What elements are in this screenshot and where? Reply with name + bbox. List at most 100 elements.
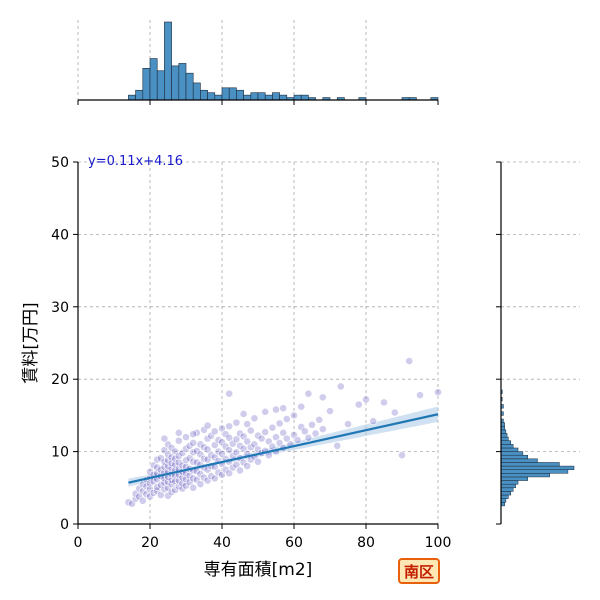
scatter-point: [308, 420, 316, 429]
top-hist-bar: [149, 58, 158, 101]
right-hist-bar: [500, 462, 560, 467]
scatter-point: [225, 389, 234, 398]
scatter-point: [405, 357, 414, 365]
scatter-points: [124, 357, 442, 508]
scatter-point: [390, 408, 399, 417]
scatter-point: [261, 407, 270, 416]
scatter-point: [243, 437, 252, 446]
scatter-point: [279, 404, 288, 413]
top-hist-bar: [236, 89, 244, 101]
y-axis-label: 賃料[万円]: [21, 302, 41, 383]
scatter-point: [203, 421, 212, 430]
y-tick-label: 10: [51, 445, 69, 461]
scatter-point: [225, 469, 234, 478]
main-grid: [78, 161, 439, 524]
right-hist-bar: [500, 476, 529, 481]
scatter-point: [189, 439, 198, 447]
y-tick-label: 20: [51, 372, 69, 388]
scatter-point: [304, 389, 313, 398]
y-ticks: 0 10 20 30 40 50: [51, 155, 78, 533]
scatter-point: [246, 426, 255, 435]
top-hist-bar: [250, 92, 259, 101]
right-hist-bar: [500, 433, 508, 438]
y-tick-label: 40: [51, 227, 69, 243]
top-hist-bar: [185, 72, 194, 101]
scatter-point: [210, 474, 219, 483]
scatter-point: [282, 415, 291, 423]
right-hist-bar: [500, 494, 509, 499]
x-axis-label: 専有面積[m2]: [204, 560, 313, 580]
top-marginal-ticks: [77, 100, 439, 105]
scatter-point: [416, 391, 424, 400]
scatter-point: [304, 433, 313, 442]
regression-equation-label: y=0.11x+4.16: [88, 154, 183, 169]
top-hist-bar: [214, 94, 223, 101]
right-hist-bar: [500, 469, 569, 474]
scatter-point: [336, 382, 345, 391]
scatter-point: [326, 407, 334, 415]
top-hist-bar: [128, 94, 136, 101]
scatter-point: [275, 419, 284, 428]
scatter-point: [232, 435, 241, 444]
scatter-point: [232, 418, 241, 427]
right-hist-bar: [500, 429, 507, 434]
scatter-point: [297, 402, 306, 411]
scatter-point: [398, 451, 406, 460]
top-hist-bar: [142, 68, 151, 101]
top-marginal-histogram: [128, 21, 439, 101]
scatter-point: [182, 433, 190, 442]
scatter-point: [318, 425, 327, 434]
scatter-point: [189, 430, 198, 439]
right-hist-bar: [500, 440, 511, 445]
right-hist-bar: [500, 447, 519, 452]
scatter-point: [239, 410, 248, 418]
scatter-point: [362, 395, 370, 404]
scatter-point: [218, 424, 226, 433]
right-hist-bar: [500, 487, 514, 492]
y-tick-label: 50: [51, 155, 69, 171]
right-marginal-grid: [501, 161, 580, 453]
top-hist-bar: [272, 92, 280, 101]
top-hist-bar: [171, 65, 180, 101]
top-hist-bar: [156, 70, 165, 101]
right-hist-bar: [500, 483, 516, 489]
x-tick-label: 40: [213, 535, 231, 551]
right-hist-bar: [500, 436, 509, 441]
scatter-point: [174, 436, 183, 445]
right-hist-bar: [500, 451, 524, 456]
right-marginal-ticks: [496, 161, 501, 525]
scatter-point: [318, 393, 327, 402]
top-hist-bar: [264, 94, 273, 101]
right-hist-bar: [500, 458, 538, 463]
top-hist-bar: [207, 92, 216, 101]
right-hist-bar: [500, 444, 514, 449]
scatter-point: [282, 434, 291, 443]
top-hist-bar: [178, 63, 187, 101]
scatter-point: [272, 433, 280, 442]
scatter-point: [210, 427, 219, 436]
y-tick-label: 0: [60, 517, 69, 533]
top-hist-bar: [221, 87, 230, 101]
top-hist-bar: [135, 89, 144, 101]
scatter-point: [225, 422, 234, 431]
scatter-point: [232, 448, 241, 457]
scatter-point: [243, 462, 252, 470]
scatter-point: [203, 445, 212, 454]
top-hist-bar: [228, 87, 237, 101]
scatter-point: [257, 434, 266, 443]
scatter-point: [369, 417, 378, 426]
right-hist-bar: [500, 465, 575, 470]
scatter-point: [300, 427, 309, 436]
scatter-point: [189, 483, 198, 492]
scatter-point: [434, 388, 442, 397]
scatter-point: [225, 446, 234, 455]
scatter-point: [232, 460, 241, 469]
right-hist-bar: [500, 473, 550, 478]
scatter-point: [268, 423, 277, 432]
regression-line: [128, 413, 439, 484]
scatter-point: [160, 434, 169, 443]
scatter-point: [174, 428, 183, 437]
top-hist-bar: [257, 92, 266, 101]
scatter-point: [279, 428, 288, 437]
